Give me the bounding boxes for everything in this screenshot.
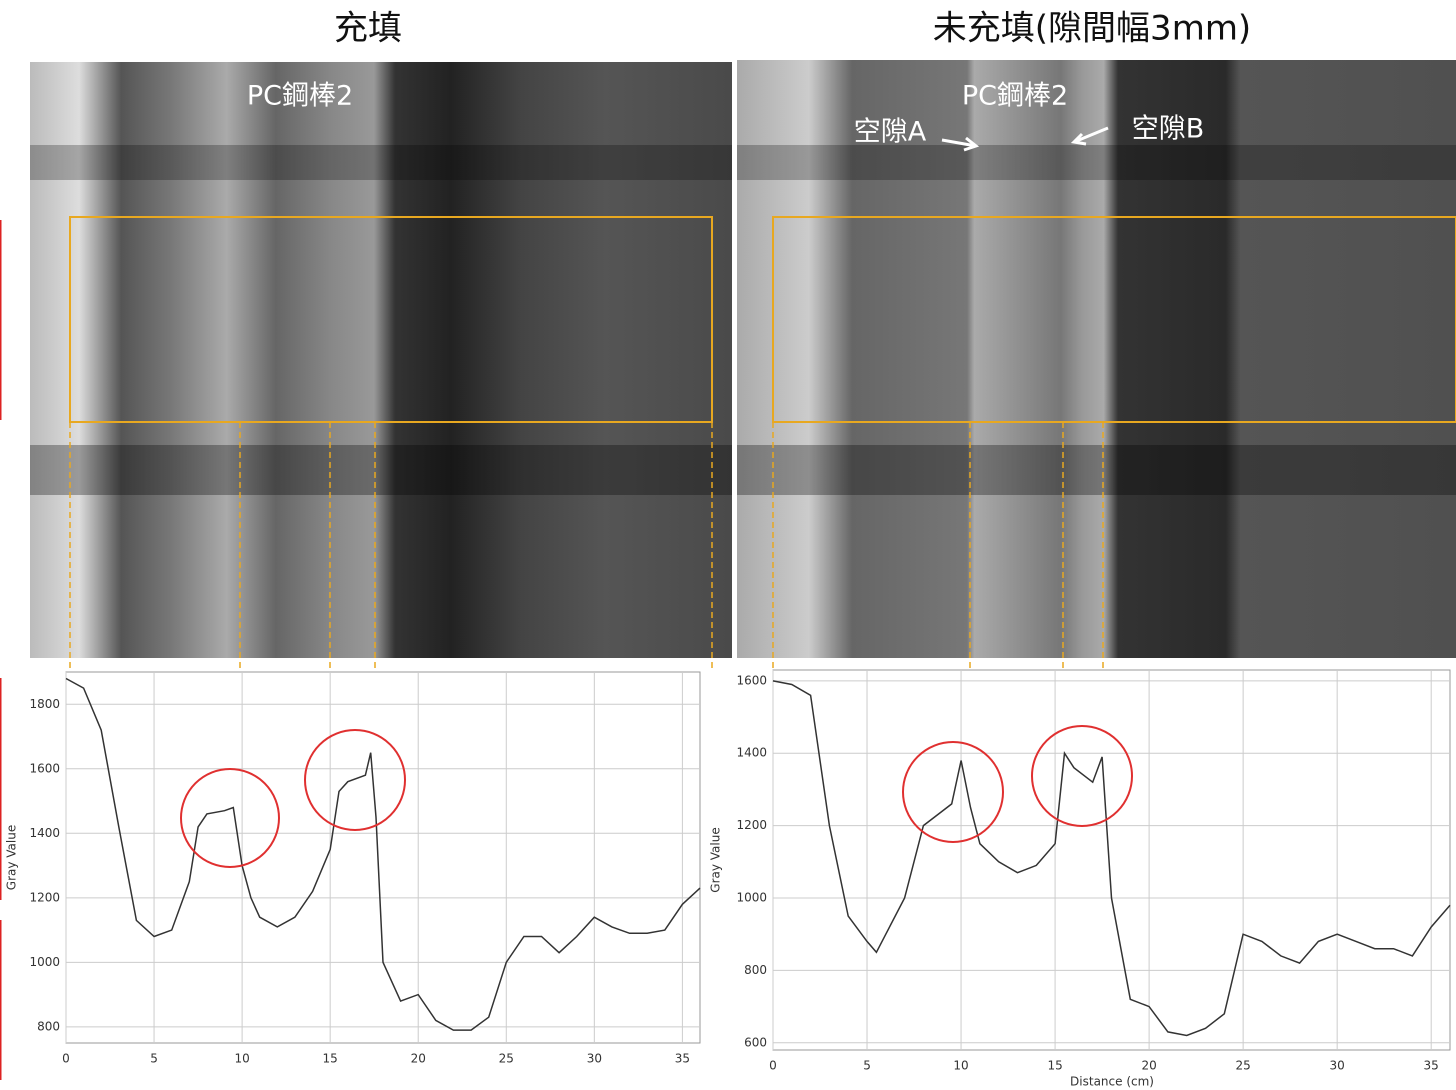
panel-title: 充填 xyxy=(334,9,402,49)
figure: 充填 PC鋼棒2 800 1000 1200 1400 1600 1800 0 5 10 15 20 25… xyxy=(0,0,1456,1090)
y-tick-label: 1200 xyxy=(29,890,60,904)
image-annotation: PC鋼棒2 xyxy=(962,81,1068,112)
x-tick-label: 30 xyxy=(1330,1059,1345,1073)
y-tick-label: 1200 xyxy=(736,818,767,832)
y-tick-label: 800 xyxy=(744,963,767,977)
y-tick-label: 1000 xyxy=(29,955,60,969)
y-tick-label: 1400 xyxy=(736,746,767,760)
x-tick-label: 15 xyxy=(1047,1059,1062,1073)
x-tick-label: 0 xyxy=(769,1059,777,1073)
rebar-shadow xyxy=(737,445,1456,495)
rebar-shadow xyxy=(30,145,732,180)
y-axis-label: Gray Value xyxy=(709,827,723,892)
y-tick-label: 600 xyxy=(744,1035,767,1049)
x-tick-label: 35 xyxy=(675,1052,690,1066)
rebar-shadow xyxy=(737,145,1456,180)
y-tick-label: 800 xyxy=(37,1019,60,1033)
y-tick-label: 1800 xyxy=(29,697,60,711)
x-tick-label: 5 xyxy=(863,1059,871,1073)
y-tick-label: 1400 xyxy=(29,826,60,840)
x-tick-label: 35 xyxy=(1424,1059,1439,1073)
y-axis-label: Gray Value xyxy=(5,825,19,890)
x-axis-label: Distance (cm) xyxy=(1070,1075,1154,1089)
x-tick-label: 10 xyxy=(234,1052,249,1066)
x-tick-label: 25 xyxy=(1235,1059,1250,1073)
x-tick-label: 25 xyxy=(499,1052,514,1066)
x-tick-label: 20 xyxy=(1141,1059,1156,1073)
plot-area xyxy=(66,672,700,1043)
plot-area xyxy=(773,670,1450,1050)
x-tick-label: 0 xyxy=(62,1052,70,1066)
x-tick-label: 20 xyxy=(411,1052,426,1066)
panel-title: 未充填(隙間幅3mm) xyxy=(933,9,1251,49)
y-tick-label: 1600 xyxy=(29,761,60,775)
x-tick-label: 15 xyxy=(323,1052,338,1066)
x-tick-label: 5 xyxy=(150,1052,158,1066)
image-annotation: 空隙B xyxy=(1132,114,1205,145)
image-annotation: PC鋼棒2 xyxy=(247,81,353,112)
rebar-shadow xyxy=(30,445,732,495)
image-annotation: 空隙A xyxy=(854,117,927,148)
x-tick-label: 10 xyxy=(953,1059,968,1073)
y-tick-label: 1000 xyxy=(736,891,767,905)
y-tick-label: 1600 xyxy=(736,673,767,687)
x-tick-label: 30 xyxy=(587,1052,602,1066)
